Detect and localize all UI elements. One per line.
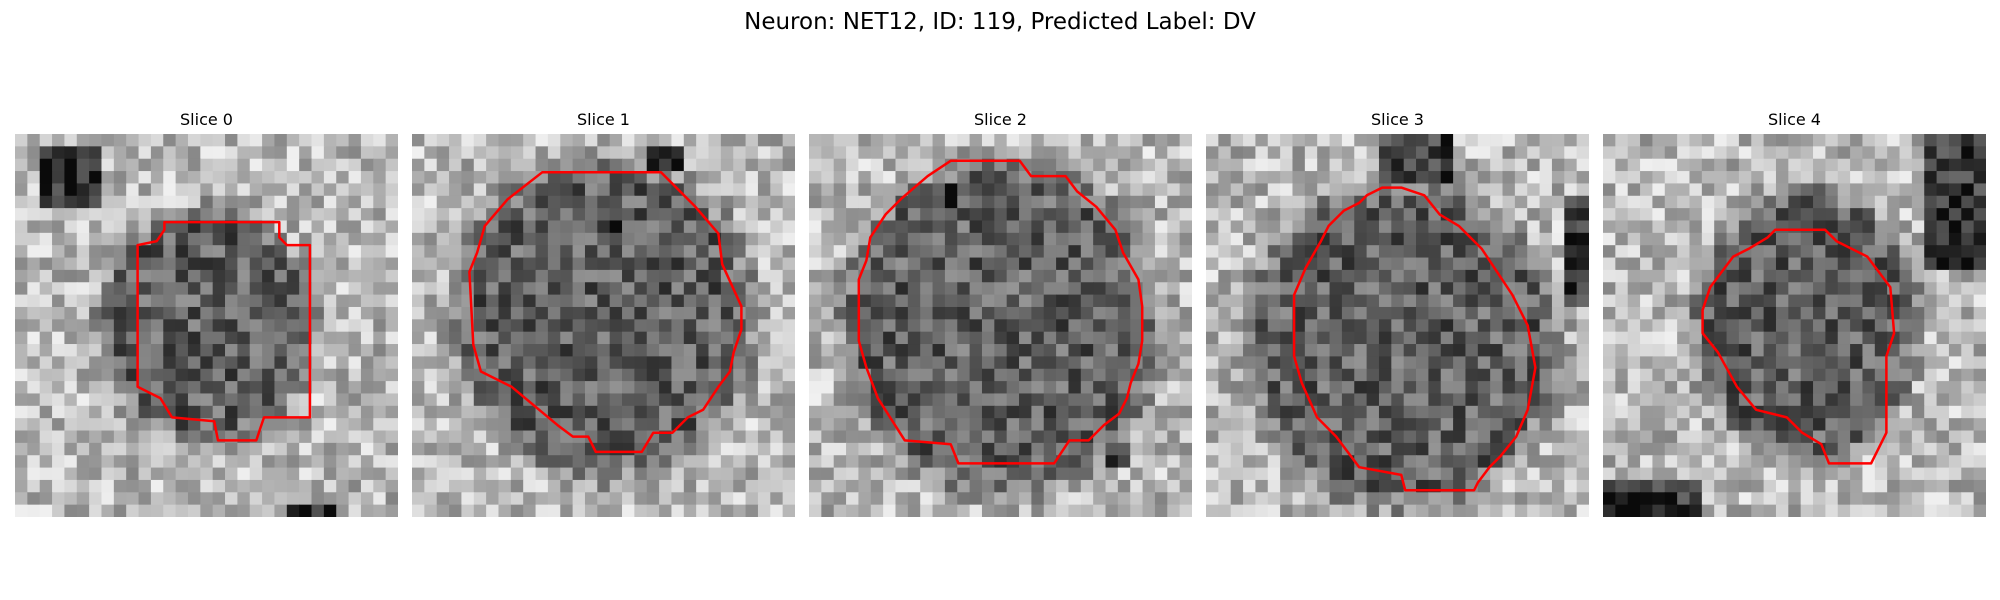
slice-title-1: Slice 1 [577,110,630,129]
slice-title-2: Slice 2 [974,110,1027,129]
slice-title-4: Slice 4 [1768,110,1821,129]
segmentation-contour [1701,228,1896,465]
slice-image-0 [15,134,398,517]
slice-title-0: Slice 0 [180,110,233,129]
slice-image-2 [809,134,1192,517]
segmentation-contour [136,220,312,442]
segmentation-contour [468,171,743,454]
slice-image-3 [1206,134,1589,517]
segmentation-contour [857,159,1144,465]
segmentation-contour [1292,186,1537,492]
figure-title: Neuron: NET12, ID: 119, Predicted Label:… [744,9,1256,35]
slice-image-4 [1603,134,1986,517]
slice-title-3: Slice 3 [1371,110,1424,129]
slice-image-1 [412,134,795,517]
